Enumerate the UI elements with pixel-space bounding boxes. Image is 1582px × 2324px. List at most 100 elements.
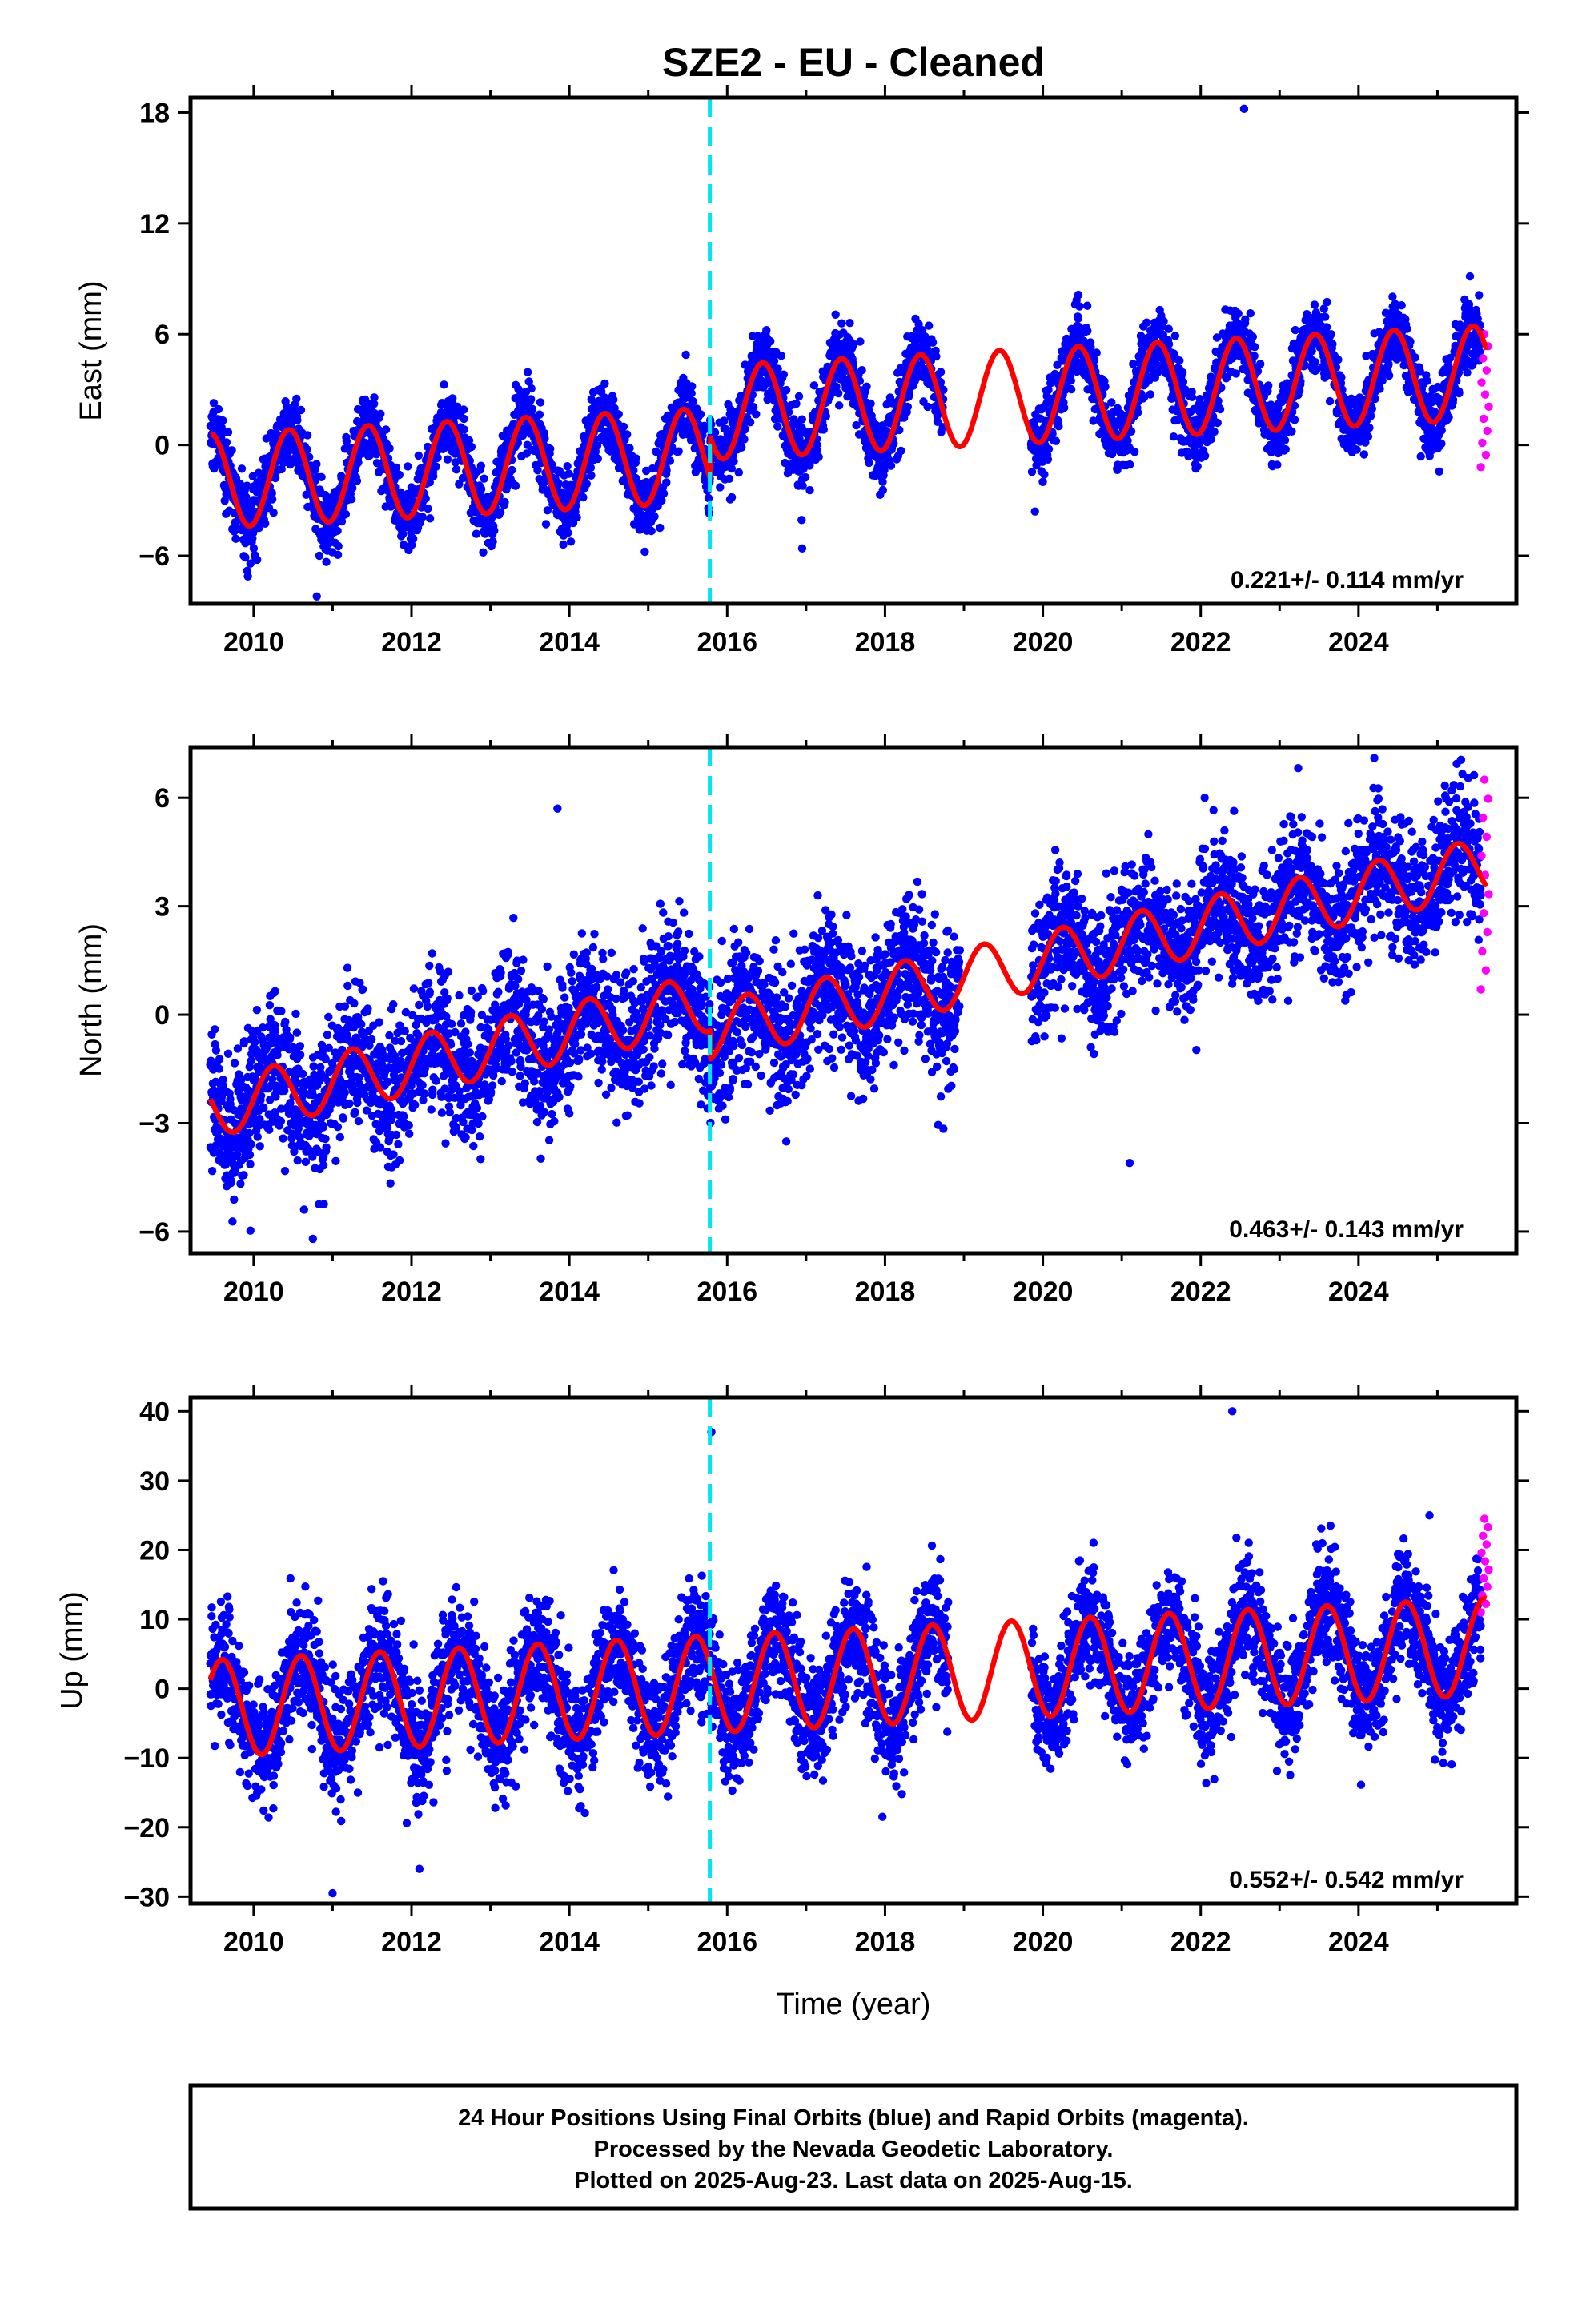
final-orbit-point (242, 493, 251, 501)
final-orbit-point (1463, 368, 1472, 377)
final-orbit-point (745, 418, 755, 427)
final-orbit-point (1375, 384, 1384, 393)
final-orbit-point (781, 385, 791, 395)
final-orbit-point (1234, 309, 1243, 318)
final-orbit-point (460, 425, 468, 434)
final-orbit-point (333, 526, 342, 535)
final-orbit-point (476, 485, 486, 493)
final-orbit-point (1051, 436, 1061, 445)
final-orbit-point (591, 448, 600, 456)
final-orbit-point (752, 410, 761, 419)
final-orbit-point (925, 321, 934, 330)
final-orbit-point (348, 484, 357, 493)
final-orbit-point (1337, 372, 1346, 382)
rapid-orbit-point (1484, 402, 1493, 411)
final-orbit-point (837, 319, 846, 328)
final-orbit-point (421, 494, 430, 503)
x-tick-label: 2020 (1013, 627, 1074, 657)
final-orbit-point (1074, 314, 1082, 323)
final-orbit-point (243, 481, 251, 490)
final-orbit-point (296, 405, 306, 415)
final-orbit-point (337, 517, 347, 526)
final-orbit-point (334, 541, 343, 551)
final-orbit-point (794, 392, 804, 401)
final-orbit-point (472, 529, 481, 538)
final-orbit-point (395, 470, 404, 480)
final-orbit-point (315, 551, 324, 561)
final-orbit-point (261, 519, 270, 528)
final-orbit-point (834, 388, 843, 398)
final-orbit-point (1066, 376, 1076, 385)
final-orbit-point (1187, 392, 1197, 401)
final-orbit-point (460, 405, 468, 414)
final-orbit-point (614, 410, 623, 419)
panels: 2010 2012 2014 2016 2018 2020 2022 2024−6061218… (55, 85, 1529, 1957)
final-orbit-point (1251, 343, 1259, 352)
y-tick-label: 18 (139, 98, 170, 128)
final-orbit-point (429, 472, 438, 480)
final-orbit-point (381, 425, 391, 434)
rapid-orbit-point (1480, 390, 1490, 399)
final-orbit-point (1287, 427, 1296, 436)
final-orbit-point (526, 395, 536, 404)
final-orbit-point (1363, 432, 1373, 441)
final-orbit-point (496, 508, 505, 517)
final-orbit-point (1200, 452, 1210, 460)
final-orbit-point (452, 465, 461, 474)
final-orbit-point (1290, 416, 1299, 424)
final-orbit-point (543, 506, 552, 515)
final-orbit-point (425, 478, 434, 487)
x-tick-label: 2014 (539, 627, 600, 657)
final-orbit-point (1321, 312, 1330, 321)
final-orbit-point (1082, 301, 1092, 310)
final-orbit-point (271, 473, 280, 483)
final-orbit-point (609, 395, 618, 404)
final-orbit-point (414, 451, 423, 460)
final-orbit-point (400, 541, 408, 549)
final-orbit-point (1142, 318, 1151, 327)
final-orbit-point (1256, 360, 1265, 368)
final-orbit-point (548, 460, 556, 469)
final-orbit-point (559, 540, 568, 549)
final-orbit-point (1248, 332, 1258, 341)
final-orbit-point (524, 377, 533, 386)
final-orbit-point (1038, 477, 1047, 486)
final-orbit-point (533, 466, 542, 475)
final-orbit-point (283, 452, 292, 461)
final-orbit-point (511, 481, 520, 490)
final-orbit-point (674, 447, 683, 456)
final-orbit-point (936, 368, 946, 376)
final-orbit-point (797, 415, 806, 424)
final-orbit-point (593, 454, 602, 464)
final-orbit-point (303, 445, 311, 454)
rapid-orbit-point (1483, 426, 1492, 436)
final-orbit-point (312, 460, 321, 468)
final-orbit-point (418, 513, 427, 521)
final-orbit-point (1328, 340, 1337, 348)
final-orbit-point (312, 592, 321, 601)
final-orbit-point (797, 544, 807, 553)
final-orbit-point (1310, 300, 1319, 309)
final-orbit-point (215, 1055, 224, 1063)
final-orbit-point (582, 480, 591, 489)
final-orbit-point (214, 404, 223, 414)
final-orbit-point (1435, 467, 1443, 476)
final-orbit-point (647, 526, 656, 536)
final-orbit-point (572, 513, 581, 522)
y-tick-label: 6 (155, 320, 170, 350)
final-orbit-point (629, 466, 638, 475)
final-orbit-point (479, 548, 488, 557)
final-orbit-point (237, 464, 247, 473)
y-tick-label: 0 (155, 431, 170, 461)
final-orbit-point (932, 352, 941, 361)
final-orbit-point (1311, 358, 1320, 367)
final-orbit-point (1475, 291, 1484, 300)
final-orbit-points (206, 104, 1485, 601)
final-orbit-point (1352, 445, 1361, 454)
final-orbit-point (1273, 460, 1282, 469)
velocity-rate-label: 0.221+/- 0.114 mm/yr (1231, 567, 1464, 593)
final-orbit-point (322, 557, 331, 566)
final-orbit-point (862, 382, 871, 391)
final-orbit-point (835, 401, 844, 410)
final-orbit-point (292, 394, 301, 404)
